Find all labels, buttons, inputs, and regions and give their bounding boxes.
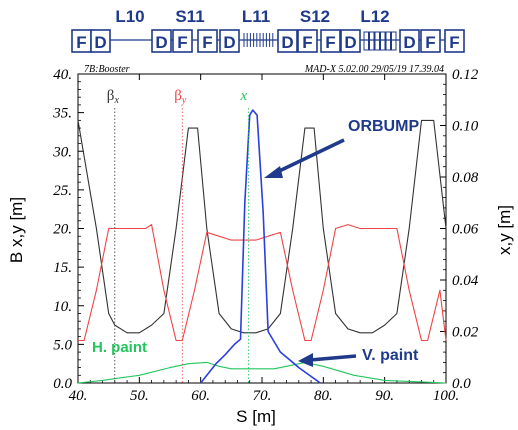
lattice-thin-element (363, 31, 369, 51)
y-right-tick-label: 0.10 (452, 119, 479, 135)
series-label-0: βx (107, 88, 120, 106)
y-right-axis-title: x,y [m] (495, 205, 514, 255)
lattice-magnet-f (197, 29, 218, 53)
y-left-tick-label: 10. (53, 299, 72, 315)
lattice-thin-element (369, 31, 375, 51)
lattice-magnet-label: F (177, 33, 187, 52)
series-label-2: x (240, 88, 248, 104)
y-right-tick-label: 0.06 (452, 222, 479, 238)
annotation-orbump: ORBUMP (348, 118, 419, 135)
y-left-axis-title: B x,y [m] (7, 197, 26, 263)
lattice-magnet-label: F (302, 33, 312, 52)
lattice-magnet-label: F (325, 33, 335, 52)
lattice-magnet-f (297, 29, 318, 53)
series-line--y (78, 224, 447, 342)
annotation-orbump-arrow-shaft (272, 138, 345, 176)
lattice-magnet-label: F (76, 33, 86, 52)
y-left-tick-label: 20. (53, 222, 72, 238)
x-tick-label: 100. (433, 388, 459, 404)
y-right-tick-label: 0.02 (452, 325, 479, 341)
lattice-section-label: S12 (300, 7, 330, 26)
lattice-thin-element (380, 31, 386, 51)
lattice-magnet-label: D (403, 33, 415, 52)
lattice-magnet-d (90, 29, 111, 53)
lattice-magnet-label: F (202, 33, 212, 52)
series-label-1: βy (174, 88, 187, 106)
x-tick-label: 80. (314, 388, 333, 404)
annotation-v-paint-arrow-shaft (309, 354, 357, 362)
lattice-thin-element (391, 31, 397, 51)
y-left-tick-label: 35. (52, 106, 72, 122)
lattice-magnet-d (151, 29, 172, 53)
series-label-subscript: y (181, 95, 187, 106)
lattice-magnet-f (420, 29, 441, 53)
lattice-magnet-label: D (155, 33, 167, 52)
lattice-section-label: L10 (115, 7, 144, 26)
y-right-tick-label: 0.0 (452, 376, 471, 392)
lattice-magnet-label: D (344, 33, 356, 52)
lattice-magnet-label: F (425, 33, 435, 52)
plot-area: 40. 50. 60. 70. 80. 90. 100.0.05.010.15.20.25.… (52, 67, 479, 404)
lattice-magnet-d (277, 29, 298, 53)
lattice-magnet-label: D (281, 33, 293, 52)
series-label-subscript: x (113, 95, 119, 106)
series-line-orbump (200, 109, 321, 384)
y-left-tick-label: 0.0 (53, 376, 72, 392)
annotation-v-paint: V. paint (362, 347, 419, 364)
x-axis-title: S [m] (236, 407, 276, 426)
header-right: MAD-X 5.02.00 29/05/19 17.39.04 (304, 64, 444, 75)
lattice-section-label: S11 (175, 7, 204, 26)
annotation-h-paint: H. paint (92, 339, 147, 356)
lattice-magnet-d (340, 29, 361, 53)
lattice-magnet-d (399, 29, 420, 53)
y-left-tick-label: 5.0 (53, 337, 72, 353)
y-left-tick-label: 25. (53, 183, 72, 199)
y-right-tick-label: 0.12 (452, 67, 479, 83)
y-left-tick-label: 15. (53, 260, 72, 276)
lattice-thin-element (374, 31, 380, 51)
lattice-magnet-label: F (449, 33, 459, 52)
x-tick-label: 60. (191, 388, 210, 404)
lattice-magnet-d (219, 29, 240, 53)
header-left: 7B:Booster (84, 64, 130, 75)
y-right-tick-label: 0.08 (452, 170, 479, 186)
lattice-magnet-label: D (94, 33, 106, 52)
lattice-magnet-f (320, 29, 341, 53)
y-left-tick-label: 30. (52, 144, 72, 160)
lattice-magnet-label: D (223, 33, 235, 52)
lattice-section-label: L11 (242, 7, 270, 26)
x-tick-label: 50. (130, 388, 149, 404)
x-tick-label: 40. (69, 388, 88, 404)
lattice-magnet-f (172, 29, 193, 53)
annotation-orbump-arrow-head (264, 166, 283, 178)
x-tick-label: 70. (253, 388, 272, 404)
lattice-magnet-f (444, 29, 465, 53)
y-left-tick-label: 40. (53, 67, 72, 83)
x-tick-label: 90. (375, 388, 394, 404)
lattice-thin-element (385, 31, 391, 51)
lattice-section-label: L12 (360, 7, 389, 26)
series-line-x (77, 361, 447, 384)
annotation-v-paint-arrow-head (298, 353, 313, 367)
series-line--x (77, 119, 447, 334)
y-right-tick-label: 0.04 (452, 273, 479, 289)
